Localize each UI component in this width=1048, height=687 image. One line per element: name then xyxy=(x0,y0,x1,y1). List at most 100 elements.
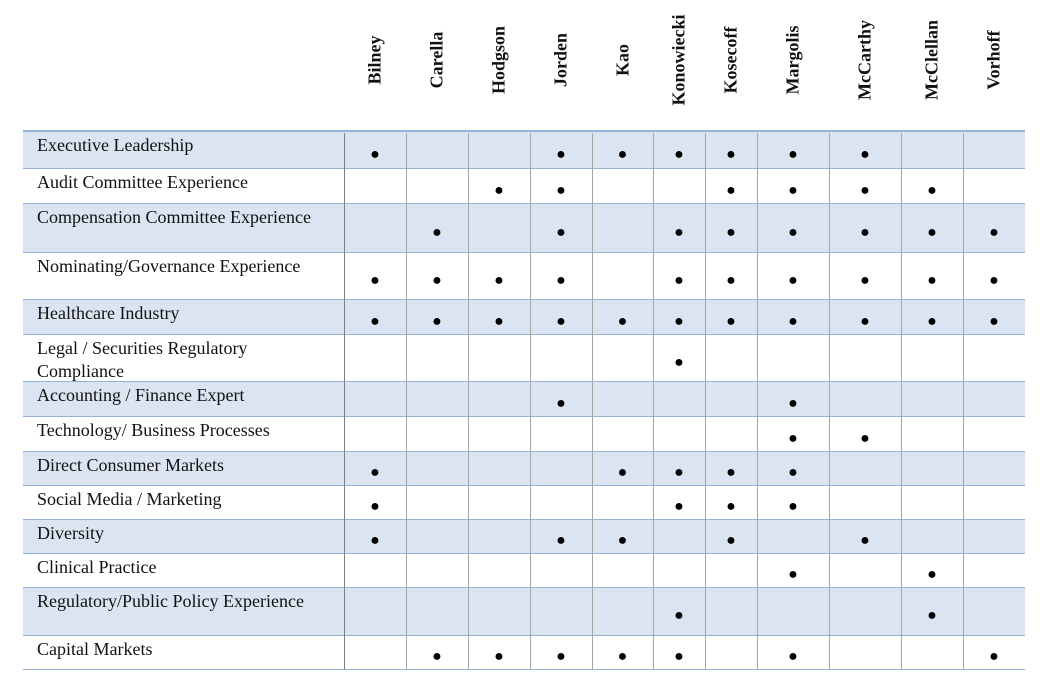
column-header: Konowiecki xyxy=(668,14,689,106)
row-label: Direct Consumer Markets xyxy=(37,455,224,475)
row xyxy=(23,204,1025,253)
skill-mark: ● xyxy=(674,312,684,330)
column-divider xyxy=(530,133,531,670)
skill-mark: ● xyxy=(556,312,566,330)
skill-mark: ● xyxy=(788,429,798,447)
skill-mark: ● xyxy=(788,181,798,199)
skill-mark: ● xyxy=(788,223,798,241)
skill-mark: ● xyxy=(860,271,870,289)
skill-mark: ● xyxy=(556,394,566,412)
row xyxy=(23,335,1025,382)
column-header: Kao xyxy=(612,43,632,77)
skill-mark: ● xyxy=(674,353,684,371)
skill-mark: ● xyxy=(860,145,870,163)
column-header: Kosecoff xyxy=(720,26,741,94)
row-label: Healthcare Industry xyxy=(37,303,180,323)
top-border xyxy=(23,130,1025,133)
skill-mark: ● xyxy=(432,223,442,241)
row xyxy=(23,417,1025,452)
skill-mark: ● xyxy=(726,145,736,163)
skill-mark: ● xyxy=(726,498,736,515)
row-label: Regulatory/Public Policy Experience xyxy=(37,591,304,611)
skill-mark: ● xyxy=(927,312,937,330)
skill-mark: ● xyxy=(927,566,937,583)
skill-mark: ● xyxy=(788,498,798,515)
skill-mark: ● xyxy=(788,312,798,330)
skill-mark: ● xyxy=(927,181,937,199)
skill-mark: ● xyxy=(617,648,628,665)
row xyxy=(23,486,1025,520)
skill-mark: ● xyxy=(674,498,684,515)
row-label: Capital Markets xyxy=(37,639,153,659)
skill-mark: ● xyxy=(860,181,870,199)
skill-mark: ● xyxy=(860,312,870,330)
column-header: Carella xyxy=(426,31,447,89)
skill-mark: ● xyxy=(927,223,937,241)
skill-mark: ● xyxy=(674,145,684,163)
column-header: McCarthy xyxy=(854,20,875,100)
row xyxy=(23,588,1025,636)
skill-mark: ● xyxy=(989,312,999,330)
column-divider xyxy=(829,133,830,670)
skill-mark: ● xyxy=(726,532,736,549)
column-header: McClellan xyxy=(921,20,942,100)
row xyxy=(23,554,1025,588)
skill-mark: ● xyxy=(370,271,380,289)
row-label: Executive Leadership xyxy=(37,135,194,155)
column-divider xyxy=(705,133,706,670)
row-label: Compensation Committee Experience xyxy=(37,207,311,227)
row xyxy=(23,520,1025,554)
skill-mark: ● xyxy=(370,145,380,163)
row-label: Social Media / Marketing xyxy=(37,489,222,509)
skill-mark: ● xyxy=(556,223,566,241)
row-label: Technology/ Business Processes xyxy=(37,420,270,440)
skill-mark: ● xyxy=(989,271,999,289)
column-header: Bilney xyxy=(364,35,385,85)
column-divider xyxy=(653,133,654,670)
row-label: Audit Committee Experience xyxy=(37,172,248,192)
column-header: Vorhoff xyxy=(983,30,1004,90)
column-divider xyxy=(344,133,345,670)
column-divider xyxy=(757,133,758,670)
skill-mark: ● xyxy=(370,464,380,481)
skill-mark: ● xyxy=(726,464,736,481)
skill-mark: ● xyxy=(432,648,442,665)
column-divider xyxy=(963,133,964,670)
column-header: Margolis xyxy=(782,25,803,95)
skill-mark: ● xyxy=(617,464,628,481)
skill-mark: ● xyxy=(788,394,798,412)
skill-mark: ● xyxy=(927,271,937,289)
skill-mark: ● xyxy=(674,648,684,665)
skill-mark: ● xyxy=(674,607,684,624)
column-header: Hodgson xyxy=(488,25,509,95)
skill-mark: ● xyxy=(674,271,684,289)
skill-mark: ● xyxy=(370,498,380,515)
row xyxy=(23,132,1025,169)
row-label: Accounting / Finance Expert xyxy=(37,385,245,405)
skill-mark: ● xyxy=(788,464,798,481)
column-divider xyxy=(406,133,407,670)
skill-mark: ● xyxy=(432,312,442,330)
column-header: Jorden xyxy=(550,33,571,87)
skill-mark: ● xyxy=(989,648,999,665)
row xyxy=(23,636,1025,670)
row xyxy=(23,253,1025,300)
skill-mark: ● xyxy=(674,223,684,241)
column-divider xyxy=(901,133,902,670)
skill-mark: ● xyxy=(494,312,504,330)
row xyxy=(23,382,1025,417)
skill-mark: ● xyxy=(989,223,999,241)
skill-mark: ● xyxy=(494,271,504,289)
row-label: Clinical Practice xyxy=(37,557,157,577)
skill-mark: ● xyxy=(617,145,628,163)
skill-mark: ● xyxy=(788,271,798,289)
skill-mark: ● xyxy=(674,464,684,481)
row xyxy=(23,300,1025,335)
skill-mark: ● xyxy=(927,607,937,624)
row xyxy=(23,452,1025,486)
skill-mark: ● xyxy=(432,271,442,289)
skill-mark: ● xyxy=(370,312,380,330)
skill-mark: ● xyxy=(556,181,566,199)
skill-mark: ● xyxy=(556,532,566,549)
